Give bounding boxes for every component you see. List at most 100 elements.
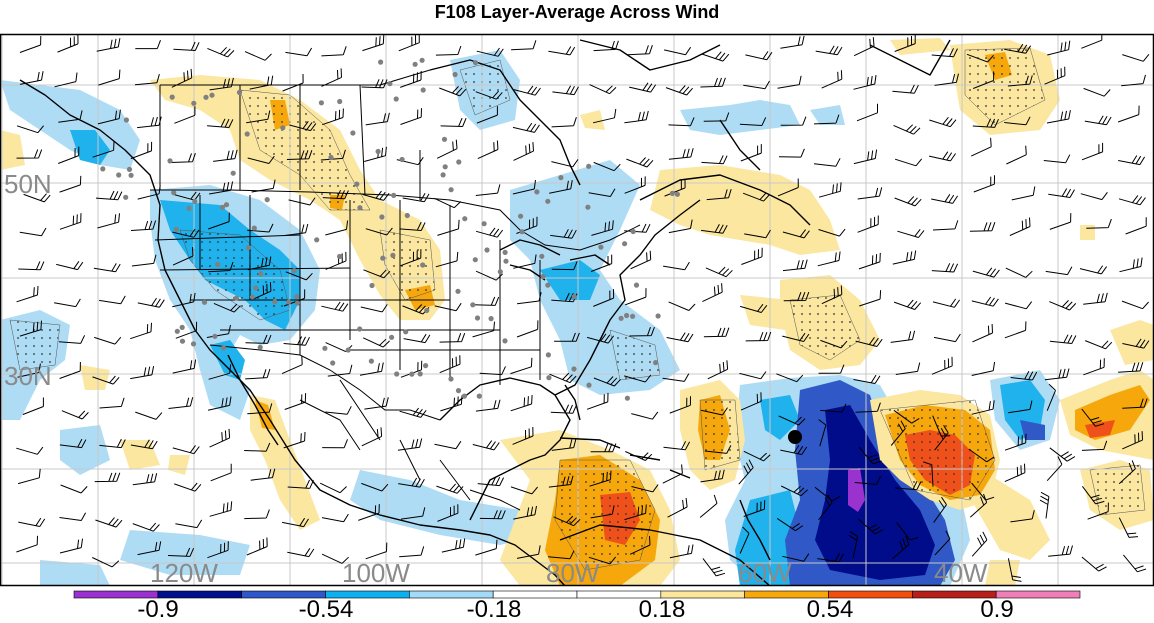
wind-barb: [1087, 502, 1109, 520]
observation-dot: [455, 288, 461, 294]
wind-barb: [1122, 338, 1150, 349]
wind-barb: [209, 77, 234, 91]
wind-barb: [593, 289, 615, 307]
wind-barb: [361, 79, 388, 89]
wind-barb: [58, 110, 83, 123]
wind-barb: [1046, 456, 1063, 482]
observation-dot: [404, 212, 410, 219]
observation-dot: [219, 204, 226, 210]
wind-barb: [327, 364, 353, 377]
wind-barb: [624, 374, 652, 383]
wind-barb: [213, 149, 238, 162]
wind-barb: [891, 535, 910, 560]
wind-barb: [59, 213, 82, 230]
wind-barb: [475, 90, 503, 100]
wind-barb: [1005, 267, 1033, 278]
wind-barb: [92, 141, 115, 158]
observation-dot: [215, 261, 221, 267]
wind-barb: [477, 140, 499, 160]
wind-barb: [778, 415, 806, 426]
wind-barb: [923, 461, 934, 487]
significance-stippling: [9, 47, 1146, 571]
observation-dot: [441, 136, 448, 142]
wind-barb: [1125, 217, 1147, 235]
wind-barb: [137, 541, 162, 556]
wind-barb: [244, 442, 271, 452]
wind-barb: [1046, 383, 1056, 411]
observation-dot: [368, 358, 374, 364]
wind-barb: [207, 396, 232, 411]
wind-barb: [362, 190, 390, 201]
wind-barb: [92, 557, 120, 568]
wind-barb: [818, 228, 846, 237]
wind-barb: [479, 366, 506, 376]
wind-barb: [516, 320, 539, 338]
wind-barb: [1010, 510, 1035, 523]
wind-barb: [1009, 217, 1031, 236]
wind-barb: [210, 463, 232, 482]
wind-barb: [434, 440, 462, 450]
wind-barb: [931, 194, 959, 204]
wind-barb: [549, 180, 573, 194]
wind-barb: [283, 223, 309, 237]
wind-barb: [780, 485, 808, 497]
wind-barb: [857, 187, 883, 200]
wind-barb: [853, 75, 877, 90]
wind-barb: [513, 142, 534, 161]
wind-barb: [591, 220, 614, 236]
observation-dot: [624, 312, 630, 319]
wind-barb: [475, 184, 501, 196]
observation-dot: [440, 172, 446, 178]
wind-barb: [16, 149, 43, 159]
observation-dot: [399, 156, 405, 163]
wind-barb: [970, 137, 992, 157]
wind-barb: [818, 182, 842, 198]
lon-label-40w: 40W: [934, 558, 988, 588]
wind-barb: [173, 41, 200, 51]
observation-dot: [230, 170, 236, 176]
colorbar-label: -0.54: [298, 596, 354, 623]
wind-barb: [1004, 433, 1027, 451]
wind-barb: [364, 146, 387, 162]
observation-dot: [294, 294, 300, 300]
wind-barb: [586, 392, 609, 410]
observation-dot: [545, 198, 551, 204]
wind-barb: [321, 553, 349, 564]
wind-barb: [1122, 431, 1143, 450]
wind-barb: [92, 375, 120, 385]
observation-dot: [420, 262, 426, 268]
wind-barb: [209, 428, 231, 448]
wind-barb: [209, 181, 234, 195]
wind-barb: [208, 364, 232, 380]
wind-barb: [933, 333, 961, 343]
observation-dot: [455, 388, 462, 394]
wind-barb: [93, 263, 121, 273]
wind-barb: [172, 228, 200, 238]
wind-barb: [817, 553, 844, 563]
wind-barb: [894, 34, 916, 52]
grid-labels: 50N 30N 120W 100W 80W 60W 40W: [4, 169, 988, 588]
wind-barb: [510, 357, 533, 375]
coastlines-borders: [19, 39, 951, 586]
wind-barb: [971, 482, 995, 501]
wind-barb: [362, 34, 385, 52]
colorbar-label: 0.18: [638, 596, 686, 623]
observation-dot: [387, 81, 393, 87]
wind-barb: [510, 486, 538, 495]
colorbar-label: 0.54: [806, 596, 854, 623]
wind-barb: [134, 73, 160, 86]
wind-barb: [59, 438, 87, 449]
wind-barb: [669, 544, 694, 559]
wind-barb: [1118, 155, 1146, 166]
observation-dot: [470, 302, 476, 308]
observation-dot: [539, 253, 545, 259]
wind-barb: [1049, 334, 1077, 344]
wind-barb: [662, 464, 683, 484]
observation-dot: [100, 166, 106, 172]
wind-barb: [778, 148, 805, 158]
wind-barb: [440, 117, 467, 127]
observation-dot: [191, 100, 197, 106]
observation-dot: [291, 268, 297, 274]
wind-barb: [472, 440, 500, 451]
wind-barb: [739, 117, 767, 126]
